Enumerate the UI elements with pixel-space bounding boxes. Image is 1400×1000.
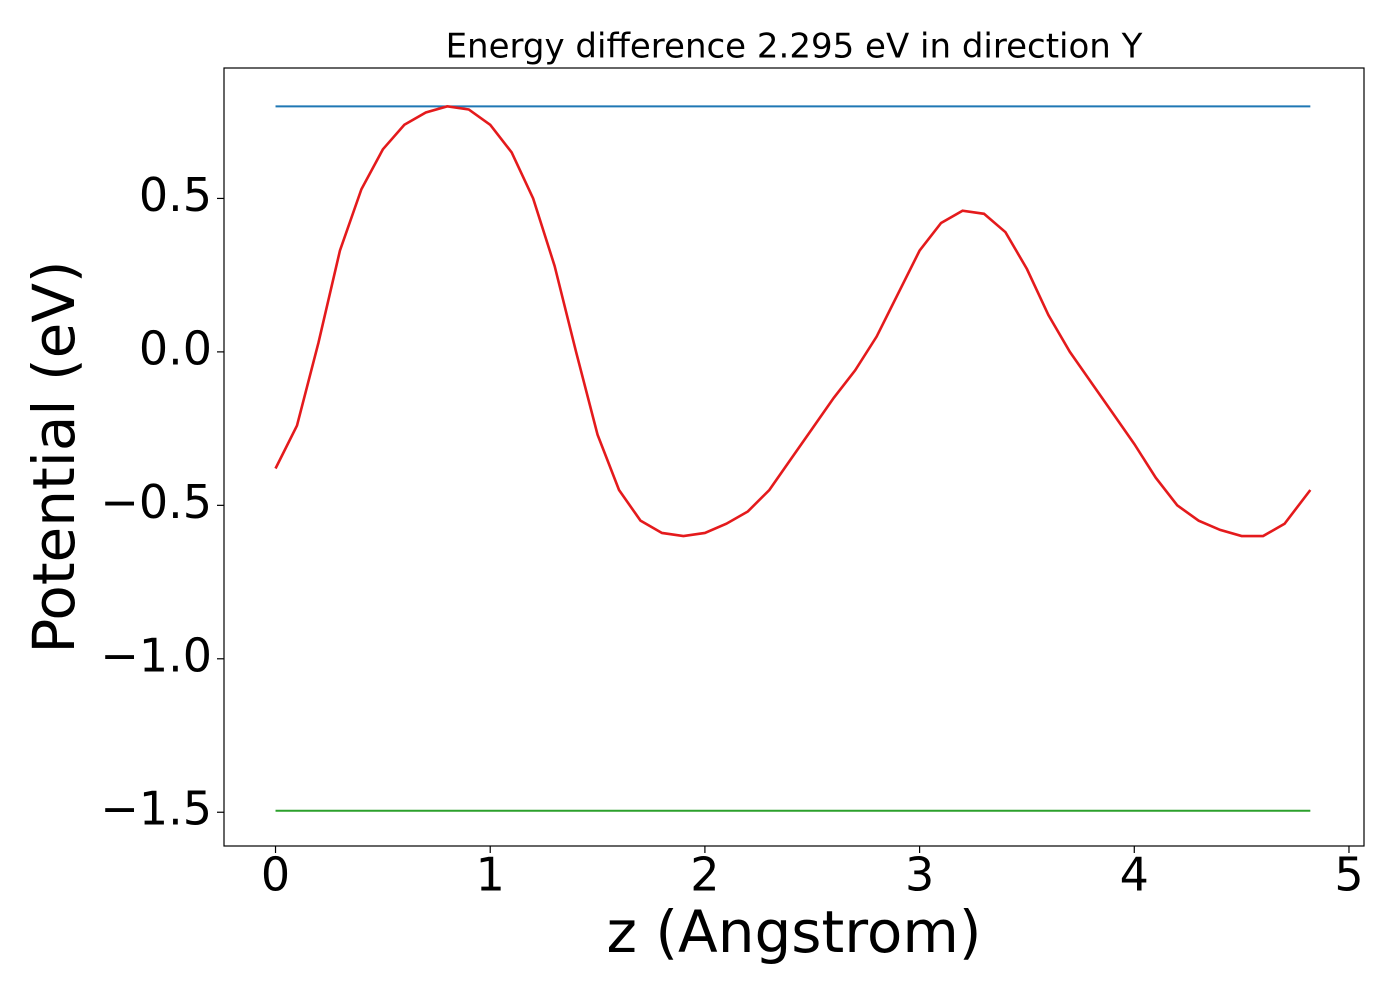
line-series xyxy=(274,105,1312,538)
y-axis-label: Potential (eV) xyxy=(20,260,88,653)
y-tick-label: −1.5 xyxy=(100,782,212,836)
y-tick-label: −1.0 xyxy=(100,628,212,682)
x-tick-label: 3 xyxy=(905,848,934,902)
y-tick-label: 0.5 xyxy=(139,168,212,222)
x-tick-label: 2 xyxy=(690,848,719,902)
x-axis-label: z (Angstrom) xyxy=(607,898,982,966)
plot-frame xyxy=(223,67,1365,847)
x-tick-label: 0 xyxy=(261,848,290,902)
y-tick-label: 0.0 xyxy=(139,321,212,375)
chart-title: Energy difference 2.295 eV in direction … xyxy=(446,27,1143,67)
x-tick-label: 5 xyxy=(1334,848,1363,902)
x-tick-label: 4 xyxy=(1120,848,1149,902)
x-tick-label: 1 xyxy=(476,848,505,902)
y-tick-label: −0.5 xyxy=(100,475,212,529)
